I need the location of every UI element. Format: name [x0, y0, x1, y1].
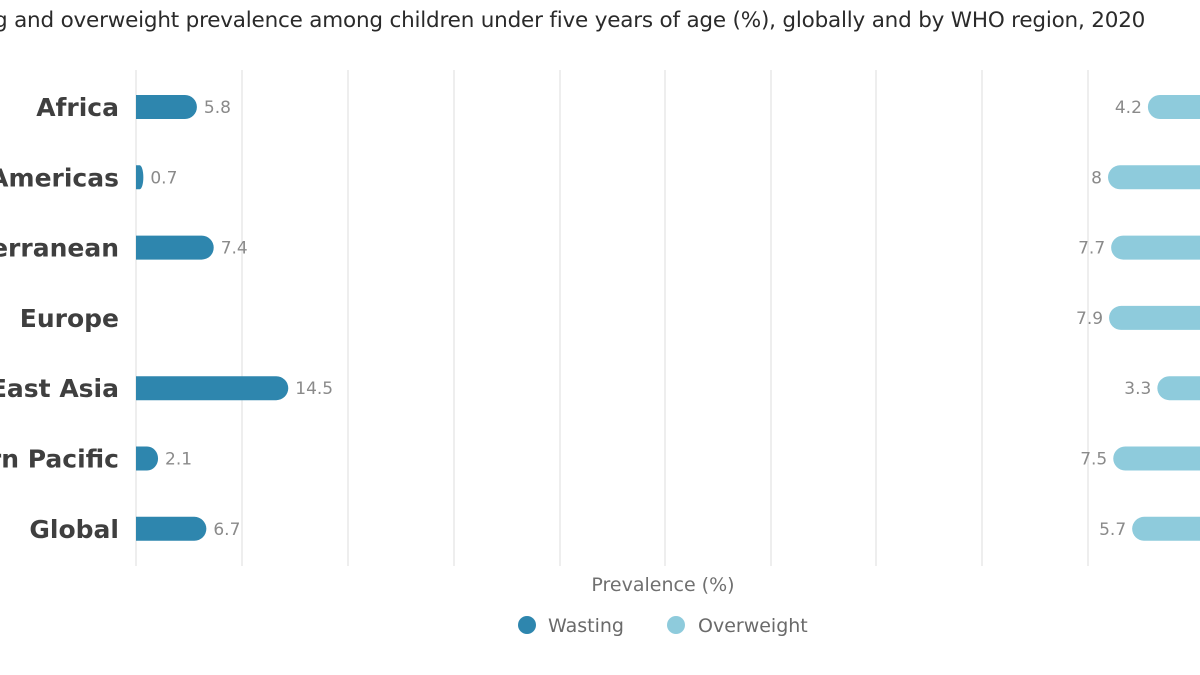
category-label: Americas	[0, 163, 119, 192]
legend-label-overweight: Overweight	[698, 615, 808, 637]
overweight-value-label: 5.7	[1099, 520, 1126, 540]
wasting-value-label: 2.1	[165, 450, 192, 470]
legend: Wasting Overweight	[518, 615, 808, 637]
wasting-bar	[136, 516, 207, 541]
overweight-bar	[1157, 376, 1200, 401]
overweight-value-label: 7.9	[1076, 309, 1103, 329]
overweight-value-label: 8	[1091, 168, 1102, 188]
overweight-value-label: 7.7	[1078, 239, 1105, 259]
category-label: Europe	[20, 304, 119, 333]
legend-label-wasting: Wasting	[548, 615, 624, 637]
overweight-bar	[1109, 305, 1200, 330]
wasting-bar	[136, 446, 159, 471]
legend-marker-wasting	[518, 616, 536, 634]
overweight-bar	[1111, 235, 1200, 260]
category-label: Africa	[36, 93, 119, 122]
x-axis-title: Prevalence (%)	[591, 574, 734, 596]
chart-title: g and overweight prevalence among childr…	[0, 8, 1146, 33]
legend-marker-overweight	[667, 616, 685, 634]
wasting-value-label: 5.8	[204, 98, 231, 118]
overweight-value-label: 4.2	[1115, 98, 1142, 118]
overweight-bar	[1108, 165, 1200, 190]
overweight-bar	[1113, 446, 1200, 471]
wasting-bar	[136, 95, 197, 119]
category-label: terranean	[0, 234, 119, 263]
category-labels: Africa Americas terranean Europe -East Asia e…	[0, 93, 119, 544]
overweight-bar	[1147, 95, 1200, 119]
wasting-value-label: 0.7	[150, 168, 177, 188]
gridlines	[135, 70, 1089, 566]
wasting-value-label: 14.5	[295, 379, 333, 399]
wasting-bar	[136, 235, 214, 260]
category-label: -East Asia	[0, 374, 119, 403]
overweight-bar	[1132, 516, 1200, 541]
category-label: ern Pacific	[0, 445, 119, 474]
wasting-bar	[136, 376, 289, 401]
value-labels: 5.8 4.2 0.7 8 7.4 7.7 7.9 14.5 3.3 2.1 7.5 6.7 5.7	[150, 98, 1151, 540]
wasting-value-label: 7.4	[221, 239, 248, 259]
wasting-bar	[136, 165, 144, 190]
bars	[136, 95, 1200, 541]
overweight-value-label: 3.3	[1124, 379, 1151, 399]
overweight-value-label: 7.5	[1080, 450, 1107, 470]
category-label: Global	[29, 515, 119, 544]
wasting-value-label: 6.7	[213, 520, 240, 540]
